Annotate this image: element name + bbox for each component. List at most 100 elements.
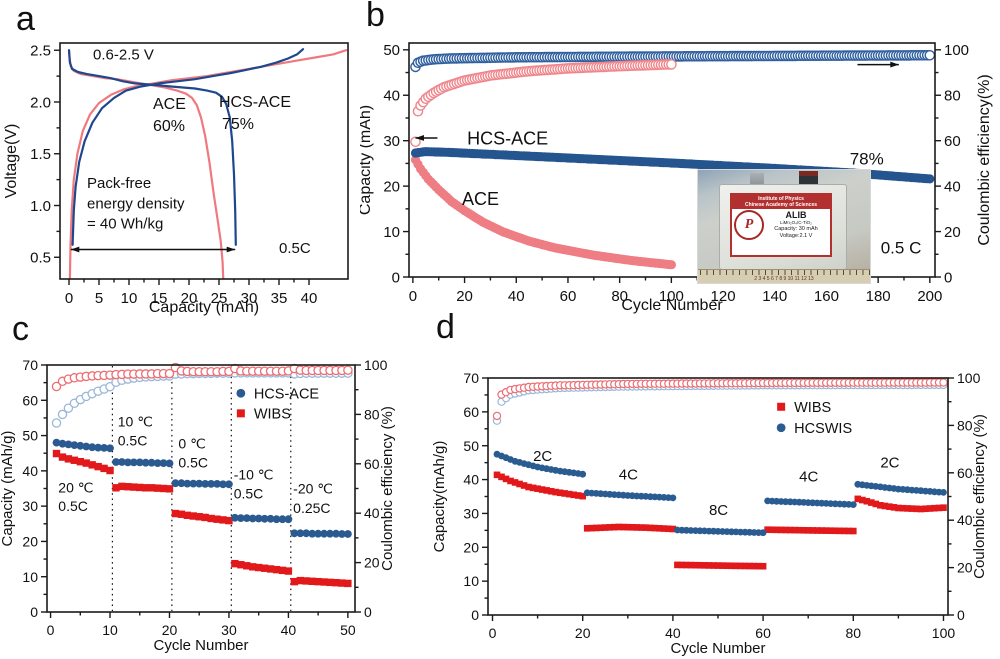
axes: 0 20 40 60 80 100010203040506070020406080100C… <box>431 370 988 657</box>
data-point <box>278 515 287 524</box>
data-point <box>249 563 257 571</box>
x-tick-label: 80 <box>611 288 628 305</box>
data-point <box>118 458 126 466</box>
data-point <box>272 515 281 524</box>
legend-label: WIBS <box>254 407 291 423</box>
x-tick-label: 40 <box>301 290 318 307</box>
data-point <box>135 458 144 467</box>
data-point <box>534 485 541 493</box>
data-point <box>759 562 767 570</box>
x-tick-label: 40 <box>508 288 525 305</box>
data-point <box>498 473 505 481</box>
y2-tick-label: 40 <box>364 505 380 521</box>
panel-label-c: c <box>12 310 29 348</box>
data-point <box>308 529 317 538</box>
data-point <box>58 439 67 448</box>
data-point <box>219 480 227 489</box>
data-point <box>124 458 132 467</box>
data-point <box>935 504 943 512</box>
data-point <box>822 527 830 534</box>
y-tick-label: 50 <box>463 438 479 454</box>
data-point <box>195 479 204 488</box>
data-point <box>225 480 233 489</box>
y2-tick-label: 0 <box>957 607 965 623</box>
ruler: 2 3 4 5 6 7 8 9 10 11 12 13 <box>698 269 870 283</box>
data-point <box>592 524 600 532</box>
x-tick-label: 15 <box>151 290 168 307</box>
data-point <box>183 511 192 520</box>
y-tick-label: 30 <box>22 498 38 514</box>
ace-efficiency-series <box>410 59 677 148</box>
battery-label-body: P ALIB LiMn₂O₄/C-TiO₂ Capacity: 30 mAh V… <box>732 209 830 241</box>
x-tick-label: 10 <box>102 622 118 638</box>
y-tick-label: 0 <box>30 604 38 620</box>
data-point <box>863 497 871 505</box>
data-point <box>800 526 807 534</box>
x-axis-label: Cycle Number <box>621 297 723 314</box>
data-point <box>737 562 744 570</box>
y-tick-label: 40 <box>463 472 479 488</box>
data-point <box>177 479 186 488</box>
data-point <box>343 365 353 375</box>
data-point <box>813 527 821 534</box>
data-point <box>728 562 735 570</box>
battery-photo-inset: Institute of Physics Chinese Academy of … <box>698 170 870 283</box>
data-point <box>57 409 68 420</box>
data-point <box>51 418 62 428</box>
legend-marker <box>236 388 246 398</box>
data-point <box>159 484 168 493</box>
y-tick-label: 2.0 <box>30 94 51 111</box>
data-point <box>719 562 726 569</box>
y2-axis-label: Coulombic efficiency (%) <box>971 414 988 579</box>
arrow-head <box>226 246 236 253</box>
data-point <box>290 577 299 586</box>
data-point <box>939 378 948 387</box>
data-point <box>231 513 239 522</box>
x-tick-label: 5 <box>95 290 103 307</box>
x-tick-label: 35 <box>271 290 288 307</box>
data-point <box>714 562 722 569</box>
x-tick-label: 40 <box>665 625 681 641</box>
data-point <box>260 514 269 523</box>
battery-name: ALIB <box>785 210 807 220</box>
data-point <box>492 411 502 421</box>
x-tick-label: 10 <box>121 290 138 307</box>
data-point <box>836 527 844 535</box>
data-point <box>723 562 731 570</box>
data-point <box>705 562 713 569</box>
legend-marker <box>776 423 786 433</box>
data-point <box>547 487 555 495</box>
y-tick-label: 70 <box>463 370 479 386</box>
y2-tick-label: 40 <box>957 512 973 528</box>
data-point <box>147 484 156 492</box>
legend-label: WIBS <box>794 400 831 416</box>
data-point <box>615 523 623 531</box>
data-point <box>732 562 740 570</box>
data-point <box>344 579 352 588</box>
data-point <box>136 483 144 492</box>
battery-specs: ALIB LiMn₂O₄/C-TiO₂ Capacity: 30 mAh Vol… <box>764 210 828 240</box>
data-point <box>112 484 120 492</box>
x-tick-label: 0 <box>65 290 73 307</box>
x-tick-label: 60 <box>560 288 577 305</box>
data-point <box>320 578 328 586</box>
data-point <box>804 527 812 534</box>
battery-capacity: Capacity: 30 mAh <box>774 226 818 232</box>
annotation: 0.5C <box>279 240 311 257</box>
y2-tick-label: 0 <box>944 269 952 286</box>
data-point <box>647 524 654 532</box>
data-point <box>777 526 785 534</box>
data-point <box>872 500 880 508</box>
data-point <box>574 492 582 499</box>
data-point <box>201 513 209 522</box>
data-point <box>543 487 550 494</box>
data-point <box>561 490 568 497</box>
data-point <box>660 525 668 532</box>
legend-label: HCS-ACE <box>254 386 320 402</box>
data-point <box>142 484 150 492</box>
hcs-ace-charge-curve <box>71 48 305 246</box>
data-point <box>849 527 857 535</box>
data-point <box>786 526 794 534</box>
data-point <box>58 453 67 461</box>
data-point <box>516 480 523 488</box>
